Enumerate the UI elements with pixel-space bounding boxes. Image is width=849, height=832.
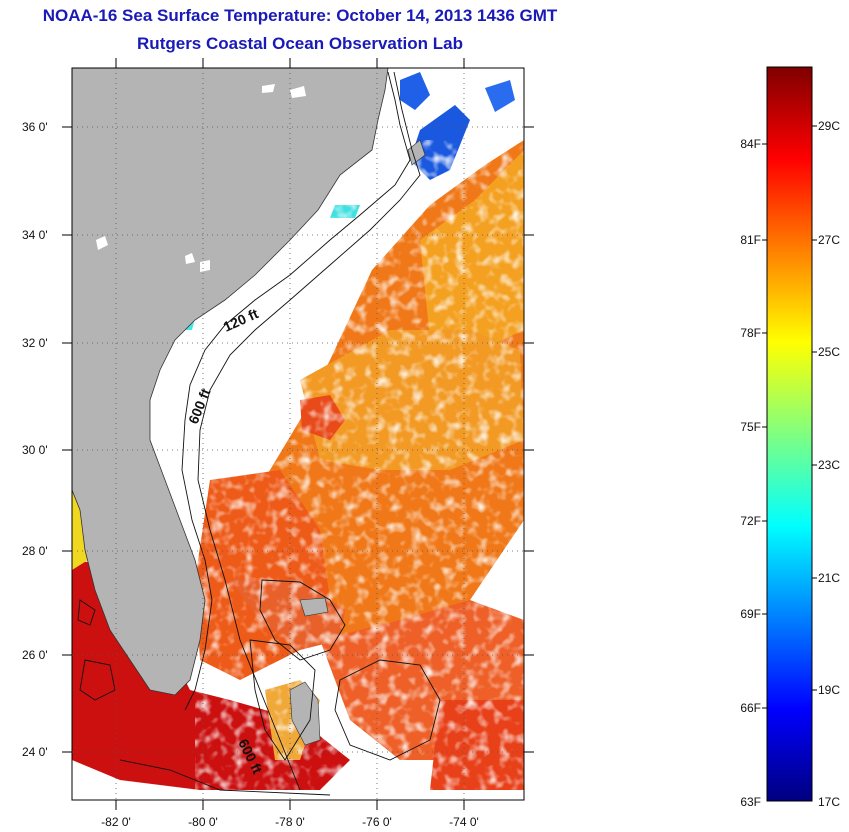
colorbar-f-label: 78F [740, 326, 761, 340]
lon-label: -80 0' [188, 815, 218, 829]
colorbar-f-label: 75F [740, 420, 761, 434]
lon-label: -82 0' [101, 815, 131, 829]
colorbar-gradient [766, 66, 813, 802]
colorbar-c-label: 19C [818, 683, 840, 697]
inland-lakes [96, 84, 306, 272]
colorbar-c-label: 27C [818, 233, 840, 247]
graticule [72, 68, 524, 800]
colorbar-f-label: 81F [740, 233, 761, 247]
lon-label: -76 0' [362, 815, 392, 829]
lat-label: 36 0' [22, 120, 48, 134]
lat-label: 24 0' [22, 745, 48, 759]
colorbar-f-label: 63F [740, 795, 761, 809]
lat-label: 30 0' [22, 443, 48, 457]
map-title: NOAA-16 Sea Surface Temperature: October… [42, 6, 558, 25]
map-subtitle: Rutgers Coastal Ocean Observation Lab [137, 34, 463, 53]
colorbar-c-label: 29C [818, 119, 840, 133]
lon-label: -74 0' [449, 815, 479, 829]
colorbar-c-label: 17C [818, 795, 840, 809]
lat-label: 32 0' [22, 336, 48, 350]
lat-label: 28 0' [22, 544, 48, 558]
colorbar-c-label: 21C [818, 571, 840, 585]
lat-label: 34 0' [22, 228, 48, 242]
colorbar-f-label: 66F [740, 701, 761, 715]
map-frame [71, 67, 525, 801]
colorbar-f-label: 69F [740, 607, 761, 621]
axis-ticks [62, 58, 534, 810]
colorbar-c-label: 23C [818, 458, 840, 472]
lon-label: -78 0' [275, 815, 305, 829]
lat-label: 26 0' [22, 648, 48, 662]
colorbar-f-label: 72F [740, 514, 761, 528]
bathymetry-contours [77, 71, 441, 796]
colorbar-f-label: 84F [740, 137, 761, 151]
colorbar-c-label: 25C [818, 345, 840, 359]
